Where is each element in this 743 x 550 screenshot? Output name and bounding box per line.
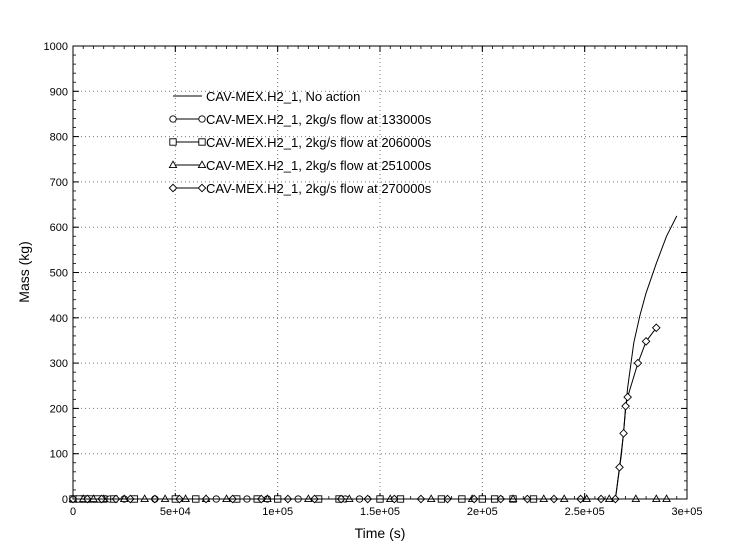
data-point [559, 494, 569, 503]
legend-item: CAV-MEX.H2_1, No action [173, 89, 360, 104]
x-tick-label: 2.5e+05 [565, 506, 605, 518]
x-tick-label: 5e+04 [160, 506, 191, 518]
legend-item: CAV-MEX.H2_1, 2kg/s flow at 133000s [169, 112, 432, 127]
legend-marker [168, 160, 178, 169]
data-point [119, 494, 129, 503]
data-point [633, 358, 643, 368]
legend-marker [198, 138, 206, 146]
data-point [641, 337, 651, 346]
x-axis-label: Time (s) [355, 525, 406, 541]
x-tick-label: 1.5e+05 [360, 506, 400, 518]
legend-item: CAV-MEX.H2_1, 2kg/s flow at 251000s [168, 158, 432, 173]
y-tick-label: 200 [50, 403, 68, 415]
data-point [303, 494, 313, 503]
y-tick-label: 700 [50, 177, 68, 189]
y-tick-label: 800 [50, 132, 68, 144]
data-point [89, 494, 98, 503]
data-point [621, 401, 630, 411]
series-line [73, 327, 657, 500]
legend-label: CAV-MEX.H2_1, 2kg/s flow at 206000s [206, 135, 432, 150]
data-point [662, 494, 671, 503]
x-tick-label: 1e+05 [262, 506, 293, 518]
data-point [623, 392, 632, 402]
legend: CAV-MEX.H2_1, No action CAV-MEX.H2_1, 2kg… [168, 89, 432, 196]
data-point [631, 494, 641, 503]
data-point [651, 494, 661, 503]
data-point [539, 494, 549, 503]
legend-marker [197, 183, 207, 193]
series-0 [73, 215, 678, 500]
x-tick-label: 0 [70, 506, 76, 518]
x-tick-label: 2e+05 [467, 506, 498, 518]
data-point [619, 428, 628, 438]
y-tick-label: 600 [50, 222, 68, 234]
legend-marker [168, 183, 178, 193]
legend-label: CAV-MEX.H2_1, 2kg/s flow at 270000s [206, 181, 432, 196]
data-point [615, 462, 624, 472]
y-tick-label: 0 [62, 494, 68, 506]
y-tick-label: 900 [50, 86, 68, 98]
data-point [222, 494, 231, 503]
data-point [263, 494, 272, 503]
data-point [426, 494, 436, 503]
series-4 [68, 323, 661, 504]
y-axis-label: Mass (kg) [16, 241, 32, 302]
legend-marker [169, 115, 177, 123]
x-tick-label: 3e+05 [672, 506, 703, 518]
y-tick-label: 300 [50, 358, 68, 370]
legend-marker [197, 160, 207, 169]
data-point [582, 494, 592, 503]
data-point [181, 494, 190, 503]
legend-label: CAV-MEX.H2_1, 2kg/s flow at 251000s [206, 158, 432, 173]
data-point [651, 323, 661, 333]
plot-frame [72, 45, 688, 500]
y-tick-label: 100 [50, 449, 68, 461]
series-line [73, 215, 678, 500]
legend-marker [169, 138, 177, 146]
legend-item: CAV-MEX.H2_1, 2kg/s flow at 270000s [168, 181, 432, 196]
data-point [160, 494, 170, 503]
legend-label: CAV-MEX.H2_1, No action [206, 89, 360, 104]
data-point [508, 494, 518, 503]
legend-item: CAV-MEX.H2_1, 2kg/s flow at 206000s [169, 135, 432, 150]
data-point [604, 494, 614, 503]
y-tick-label: 500 [50, 268, 68, 280]
y-tick-label: 1000 [44, 41, 68, 53]
legend-marker [198, 115, 206, 123]
series-layer [68, 215, 678, 504]
legend-label: CAV-MEX.H2_1, 2kg/s flow at 133000s [206, 112, 432, 127]
y-tick-label: 400 [50, 313, 68, 325]
data-point [140, 494, 150, 503]
tick-labels: 0 5e+04 1e+05 1.5e+05 2e+05 2.5e+05 3e+05 0 100 2… [44, 41, 703, 518]
data-point [344, 494, 354, 503]
